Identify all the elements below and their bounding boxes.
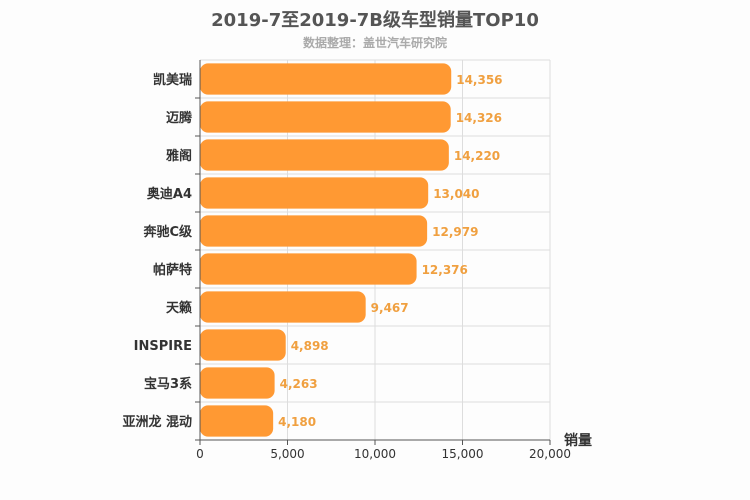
bar [200, 291, 366, 323]
chart-title: 2019-7至2019-7B级车型销量TOP10 [211, 10, 539, 31]
category-label: 凯美瑞 [153, 72, 192, 88]
category-label: 奥迪A4 [147, 186, 192, 202]
bar [200, 139, 449, 171]
x-tick-label: 20,000 [529, 447, 571, 461]
x-axis-title: 销量 [564, 432, 592, 449]
bar [200, 405, 274, 437]
value-label: 4,898 [291, 339, 329, 353]
x-tick-label: 10,000 [354, 447, 396, 461]
bar [200, 253, 417, 285]
bar [200, 63, 452, 95]
bar [200, 101, 451, 133]
category-label: 宝马3系 [144, 376, 192, 392]
bars [200, 63, 452, 437]
x-tick-label: 5,000 [270, 447, 304, 461]
value-label: 14,356 [456, 73, 502, 87]
bar [200, 215, 428, 247]
chart-subtitle: 数据整理：盖世汽车研究院 [302, 36, 447, 50]
category-label: 亚洲龙 混动 [122, 414, 192, 430]
value-label: 14,326 [456, 111, 502, 125]
axes [195, 60, 551, 445]
labels: 0 5,000 10,000 15,000 20,000 凯美瑞 14,356 迈腾 14,32… [122, 72, 592, 461]
value-label: 12,979 [432, 225, 478, 239]
x-tick-label: 0 [196, 447, 204, 461]
bar [200, 367, 275, 399]
value-label: 13,040 [433, 187, 479, 201]
value-label: 9,467 [371, 301, 409, 315]
bar [200, 177, 429, 209]
value-label: 4,263 [280, 377, 318, 391]
category-label: INSPIRE [134, 339, 192, 354]
value-label: 4,180 [278, 415, 316, 429]
category-label: 奔驰C级 [142, 224, 193, 240]
category-label: 迈腾 [166, 110, 193, 126]
bar [200, 329, 286, 361]
category-label: 雅阁 [166, 148, 192, 164]
value-label: 12,376 [422, 263, 468, 277]
category-label: 帕萨特 [153, 262, 192, 278]
value-label: 14,220 [454, 149, 500, 163]
x-tick-label: 15,000 [442, 447, 484, 461]
category-label: 天籁 [166, 300, 192, 316]
